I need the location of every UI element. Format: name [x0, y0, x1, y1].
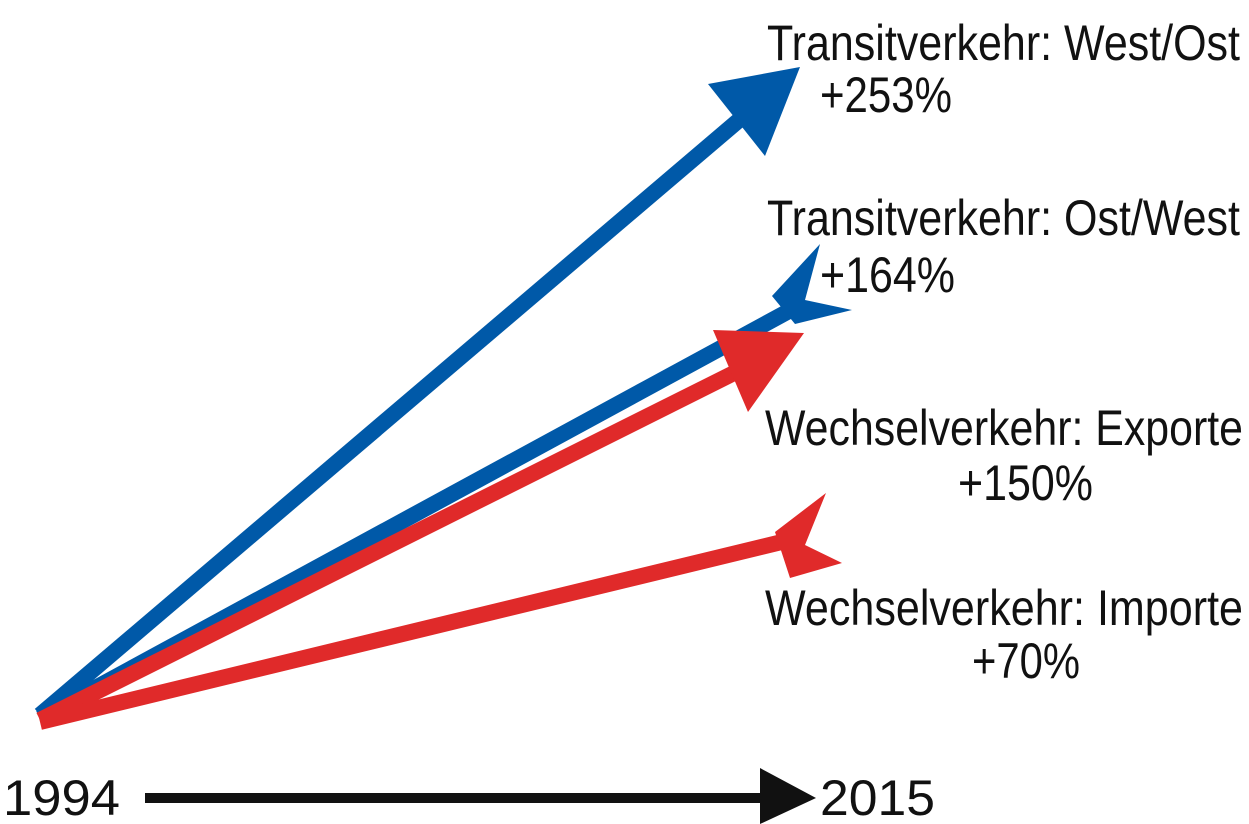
end-year: 2015	[820, 770, 935, 824]
arrow-change: +70%	[972, 633, 1080, 689]
arrow-label: Wechselverkehr: Importe	[765, 580, 1243, 636]
start-year: 1994	[3, 770, 120, 824]
arrow-label: Transitverkehr: West/Ost	[767, 15, 1240, 71]
arrow-transit-west-ost	[34, 67, 800, 722]
arrow-label: Transitverkehr: Ost/West	[767, 190, 1240, 246]
arrow-label: Wechselverkehr: Exporte	[765, 400, 1243, 456]
time-arrow	[145, 768, 816, 824]
arrow-export	[36, 330, 804, 728]
arrow-change: +253%	[820, 67, 952, 123]
arrow-change: +150%	[958, 455, 1093, 511]
arrow-import	[38, 493, 842, 730]
arrow-transit-ost-west	[36, 244, 852, 726]
arrow-change: +164%	[820, 247, 955, 303]
